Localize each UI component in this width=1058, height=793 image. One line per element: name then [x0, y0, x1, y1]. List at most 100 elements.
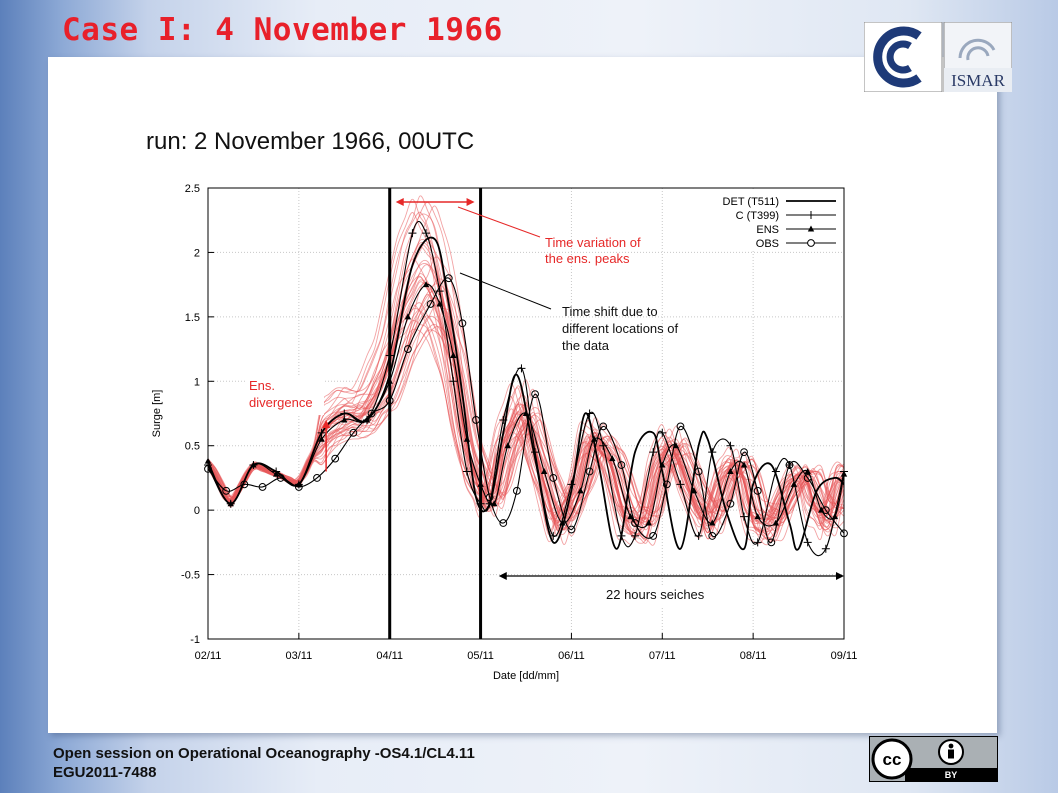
triangle-marker [645, 519, 652, 526]
x-tick-label: 04/11 [376, 650, 403, 662]
circle-marker [676, 422, 685, 431]
annotation-text: the ens. peaks [545, 251, 630, 266]
peak-span-arrowhead-left [395, 198, 404, 206]
run-label: run: 2 November 1966, 00UTC [146, 128, 475, 155]
y-tick-label: -1 [190, 634, 200, 646]
cc-text: cc [883, 750, 902, 769]
plus-marker [708, 448, 717, 457]
y-axis-label: Surge [m] [151, 390, 163, 438]
circle-marker [313, 474, 321, 482]
triangle-marker [318, 435, 325, 442]
plus-marker [567, 480, 576, 489]
plus-marker [785, 461, 794, 470]
circle-marker [740, 448, 748, 457]
triangle-marker [790, 480, 798, 487]
triangle-marker [659, 461, 666, 468]
circle-marker [767, 538, 776, 547]
annotation-background [603, 586, 723, 606]
triangle-marker [422, 281, 430, 288]
footer-code: EGU2011-7488 [53, 764, 157, 781]
plus-marker [726, 441, 735, 450]
triangle-marker [740, 461, 748, 468]
plus-marker [599, 441, 608, 450]
x-tick-label: 03/11 [285, 650, 312, 662]
legend-label: DET (T511) [723, 196, 779, 208]
y-tick-label: -0.5 [181, 570, 200, 582]
slide-title: Case I: 4 November 1966 [62, 12, 503, 48]
seiche-arrowhead-left [498, 572, 507, 580]
seiche-arrowhead-right [836, 572, 844, 580]
circle-marker [649, 532, 658, 540]
triangle-marker [404, 313, 412, 320]
circle-marker [617, 461, 626, 469]
cc-by-icon: cc BY [869, 736, 998, 782]
cc-by-badge[interactable]: cc BY [869, 736, 998, 782]
plus-marker [649, 448, 658, 457]
x-axis-label: Date [dd/mm] [493, 670, 559, 682]
circle-marker [276, 474, 285, 482]
circle-marker [567, 525, 576, 534]
x-tick-label: 06/11 [558, 650, 585, 662]
circle-marker [753, 486, 762, 495]
legend-label: C (T399) [736, 210, 779, 222]
y-tick-label: 1.5 [185, 312, 200, 324]
plus-marker [821, 544, 830, 553]
plot-frame [207, 187, 845, 640]
triangle-marker [609, 455, 616, 462]
legend-triangle-marker [807, 225, 815, 232]
annotation-background [246, 377, 324, 415]
tick-labels: 02/11 03/11 04/11 05/11 06/11 07/11 08/11 09/11… [181, 183, 857, 662]
triangle-marker [363, 416, 371, 423]
plus-marker [803, 538, 812, 547]
surge-chart: 02/11 03/11 04/11 05/11 06/11 07/11 08/11 09/11… [136, 171, 870, 684]
triangle-marker [804, 467, 811, 474]
annotation-text: 22 hours seiches [606, 587, 705, 602]
circle-marker [549, 474, 558, 482]
circle-marker [726, 499, 735, 508]
triangle-marker [709, 519, 716, 526]
plus-marker [435, 287, 444, 296]
legend-plus-marker [807, 211, 815, 219]
triangle-marker [491, 500, 498, 507]
triangle-marker [463, 435, 471, 442]
triangle-marker [522, 410, 530, 416]
plus-marker [549, 531, 558, 540]
circle-marker [662, 480, 671, 489]
triangle-marker [250, 461, 257, 468]
triangle-marker [627, 513, 634, 520]
circle-marker [294, 483, 303, 491]
series-line-triangle [207, 283, 845, 529]
circle-marker [444, 274, 453, 283]
plus-marker [531, 448, 540, 457]
triangle-marker [727, 467, 734, 474]
circle-marker [222, 486, 231, 495]
circle-marker [708, 532, 717, 540]
plus-marker [771, 467, 780, 476]
peak-note-pointer [457, 206, 541, 238]
plus-marker [658, 428, 667, 437]
triangle-marker [504, 442, 512, 449]
plus-marker [317, 428, 326, 437]
triangle-marker [590, 435, 598, 442]
annotation-text: Time shift due to [562, 304, 658, 319]
circle-marker [403, 345, 412, 353]
x-tick-label: 07/11 [649, 650, 676, 662]
circle-marker [785, 461, 794, 469]
circle-marker [367, 409, 376, 418]
circle-marker [240, 480, 249, 489]
circle-marker [599, 422, 608, 431]
legend: DET (T511) C (T399) ENS OBS [676, 191, 842, 250]
circle-marker [458, 319, 467, 328]
x-tick-label: 02/11 [195, 650, 222, 662]
legend-circle-marker [807, 239, 815, 247]
triangle-marker [690, 487, 698, 494]
triangle-marker [831, 513, 839, 520]
circle-marker [631, 519, 639, 527]
chart-background [136, 171, 870, 684]
y-tick-label: 0 [194, 505, 200, 517]
circle-marker [349, 428, 358, 437]
circle-marker [258, 483, 267, 491]
triangle-marker [559, 519, 566, 526]
triangle-marker [450, 352, 457, 359]
